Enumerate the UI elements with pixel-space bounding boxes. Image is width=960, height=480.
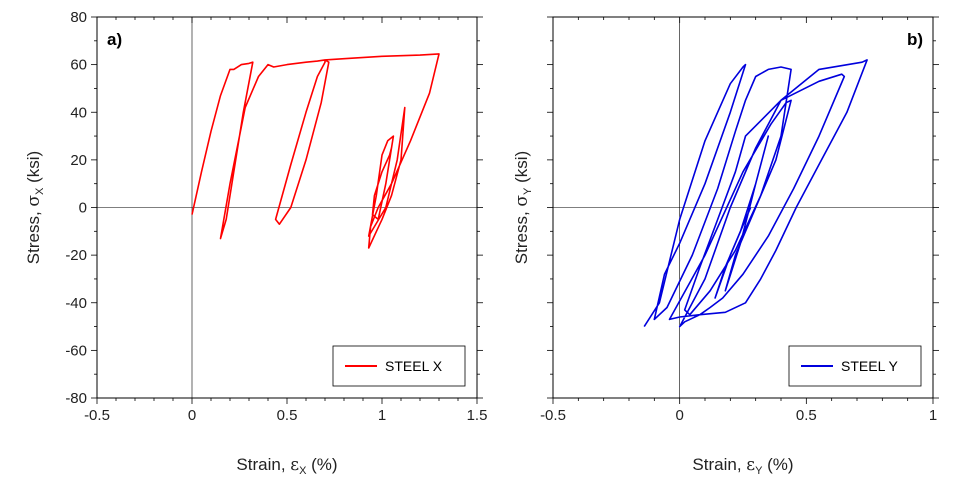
chart-panel-b: -0.5 0 0.5 1 b) Strain, εY (%) Stress, σY (… bbox=[512, 16, 939, 477]
y-tick-label: -60 bbox=[65, 342, 87, 359]
series-line-steel-x bbox=[191, 53, 440, 249]
y-tick-label: -20 bbox=[65, 247, 87, 264]
panel-label: b) bbox=[907, 30, 923, 49]
y-axis-label-suffix: (ksi) bbox=[512, 151, 531, 188]
y-axis-label-symbol: σ bbox=[24, 195, 44, 207]
x-tick-label: 1.5 bbox=[467, 407, 488, 424]
x-axis-label-suffix: (%) bbox=[306, 455, 337, 474]
y-tick-label: -40 bbox=[65, 295, 87, 312]
series-line-steel-y bbox=[643, 59, 868, 328]
legend: STEEL X bbox=[332, 345, 466, 387]
x-axis-label-subscript: X bbox=[299, 465, 307, 477]
chart-panel-a: -0.5 0 0.5 1 1.5 -80 -60 -40 -20 0 20 40 60 80 a) Str… bbox=[24, 9, 487, 477]
y-axis-label-suffix: (ksi) bbox=[24, 151, 43, 188]
x-axis-label-symbol: ε bbox=[746, 455, 755, 475]
x-tick-label: 0.5 bbox=[796, 407, 817, 424]
y-axis-label: Stress, σX (ksi) bbox=[24, 151, 46, 264]
legend-entry: STEEL Y bbox=[841, 358, 898, 374]
x-tick-label: 0.5 bbox=[277, 407, 298, 424]
axis-ticks bbox=[91, 16, 483, 404]
panel-label: a) bbox=[107, 30, 122, 49]
y-tick-label: 20 bbox=[70, 152, 87, 169]
tick-labels: -0.5 0 0.5 1 bbox=[540, 407, 937, 424]
y-axis-label-subscript: X bbox=[34, 187, 46, 195]
legend-box bbox=[332, 345, 466, 387]
axis-ticks bbox=[547, 16, 939, 404]
x-axis-label-prefix: Strain, bbox=[692, 455, 746, 474]
x-tick-label: 0 bbox=[188, 407, 196, 424]
y-tick-label: -80 bbox=[65, 390, 87, 407]
x-axis-label: Strain, εX (%) bbox=[236, 455, 337, 477]
x-axis-label-subscript: Y bbox=[755, 465, 763, 477]
y-tick-label: 40 bbox=[70, 104, 87, 121]
y-axis-label-symbol: σ bbox=[512, 195, 532, 207]
x-tick-label: 1 bbox=[929, 407, 937, 424]
y-tick-label: 60 bbox=[70, 57, 87, 74]
x-tick-label: -0.5 bbox=[84, 407, 110, 424]
y-axis-label-prefix: Stress, bbox=[24, 207, 43, 265]
y-axis-label: Stress, σY (ksi) bbox=[512, 151, 534, 264]
x-axis-label-prefix: Strain, bbox=[236, 455, 290, 474]
y-axis-label-subscript: Y bbox=[522, 187, 534, 195]
x-axis-label: Strain, εY (%) bbox=[692, 455, 793, 477]
x-tick-label: -0.5 bbox=[540, 407, 566, 424]
legend: STEEL Y bbox=[788, 345, 922, 387]
x-tick-label: 1 bbox=[378, 407, 386, 424]
x-axis-label-symbol: ε bbox=[290, 455, 299, 475]
y-axis-label-prefix: Stress, bbox=[512, 207, 531, 265]
y-tick-label: 80 bbox=[70, 9, 87, 26]
x-tick-label: 0 bbox=[675, 407, 683, 424]
legend-entry: STEEL X bbox=[385, 358, 443, 374]
x-axis-label-suffix: (%) bbox=[762, 455, 793, 474]
y-tick-label: 0 bbox=[79, 200, 87, 217]
tick-labels: -0.5 0 0.5 1 1.5 -80 -60 -40 -20 0 20 40 60 80 bbox=[65, 9, 487, 424]
